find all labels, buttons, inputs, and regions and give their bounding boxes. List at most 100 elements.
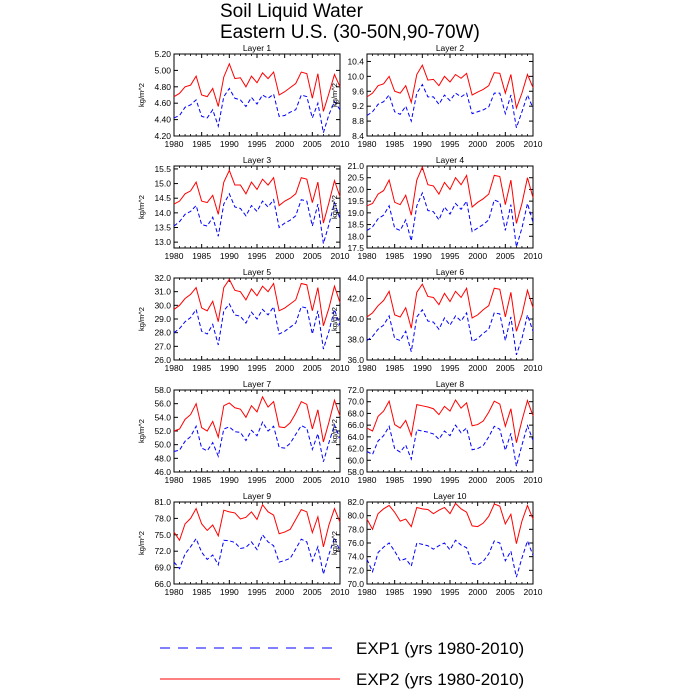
y-tick-label: 72.0 [154,546,171,556]
y-tick-label: 10.0 [347,71,364,81]
plot-frame [173,165,341,249]
series-line-exp2 [173,395,341,443]
y-tick-label: 4.80 [154,82,171,92]
y-tick-label: 4.60 [154,98,171,108]
x-tick-label: 1980 [358,363,377,373]
panel-layer-8: Layer 8 kg/m^2 1980 1985 1990 1995 2000 2005 201… [330,379,543,485]
series-line-exp1 [366,191,534,247]
series-line-exp1 [173,192,341,244]
panel-title: Layer 5 [243,267,272,277]
y-tick-label: 70.0 [347,579,364,589]
x-tick-label: 2000 [468,139,487,149]
x-tick-label: 2005 [303,139,322,149]
y-tick-label: 13.5 [154,223,171,233]
x-tick-label: 2010 [331,587,350,597]
y-tick-label: 75.0 [154,530,171,540]
figure-title-line1: Soil Liquid Water [220,1,364,22]
series-line-exp2 [173,169,341,224]
y-axis-label: kg/m^2 [137,419,146,443]
x-tick-label: 1985 [385,139,404,149]
y-tick-label: 70.0 [347,397,364,407]
x-tick-label: 1980 [358,475,377,485]
x-tick-label: 2010 [331,475,350,485]
y-tick-label: 74.0 [347,552,364,562]
y-tick-label: 26.0 [154,355,171,365]
panel-layer-10: Layer 10 kg/m^2 1980 1985 1990 1995 2000 2005 20… [330,491,543,597]
panel-title: Layer 4 [436,155,465,165]
y-axis-label: kg/m^2 [137,195,146,219]
y-tick-label: 27.0 [154,341,171,351]
x-tick-label: 1985 [385,475,404,485]
y-axis-label: kg/m^2 [137,83,146,107]
y-tick-label: 8.8 [352,116,364,126]
series-line-exp2 [173,503,341,547]
figure-title-line2: Eastern U.S. (30-50N,90-70W) [220,22,480,43]
x-tick-label: 1985 [192,475,211,485]
x-tick-label: 2010 [524,587,543,597]
panel-layer-5: Layer 5 kg/m^2 1980 1985 1990 1995 2000 2005 201… [137,267,350,373]
x-tick-label: 2005 [496,363,515,373]
y-tick-label: 29.0 [154,314,171,324]
y-tick-label: 76.0 [347,538,364,548]
series-line-exp1 [366,83,534,128]
panel-title: Layer 6 [436,267,465,277]
x-tick-label: 1985 [192,587,211,597]
series-line-exp1 [173,303,341,350]
x-tick-label: 2000 [468,587,487,597]
x-tick-label: 1985 [385,251,404,261]
y-tick-label: 5.00 [154,65,171,75]
x-tick-label: 1990 [220,363,239,373]
x-tick-label: 2005 [496,475,515,485]
legend: EXP1 (yrs 1980-2010) EXP2 (yrs 1980-2010… [160,639,524,689]
panel-layer-2: Layer 2 kg/m^2 1980 1985 1990 1995 2000 2005 201… [330,43,543,149]
y-tick-label: 13.0 [154,237,171,247]
x-tick-label: 1990 [413,139,432,149]
y-tick-label: 69.0 [154,563,171,573]
x-tick-label: 2000 [275,363,294,373]
y-tick-label: 78.0 [347,524,364,534]
y-tick-label: 20.0 [347,184,364,194]
y-tick-label: 19.0 [347,208,364,218]
x-tick-label: 2010 [331,139,350,149]
x-tick-label: 1990 [413,587,432,597]
y-tick-label: 66.0 [347,420,364,430]
series-line-exp1 [366,424,534,467]
x-tick-label: 1980 [165,363,184,373]
y-tick-label: 18.0 [347,231,364,241]
x-tick-label: 1995 [441,139,460,149]
y-tick-label: 42.0 [347,294,364,304]
y-axis-label: kg/m^2 [330,83,339,107]
series-line-exp2 [366,502,534,544]
series-line-exp2 [366,398,534,443]
x-tick-label: 1985 [192,139,211,149]
y-tick-label: 10.4 [347,56,364,66]
x-tick-label: 1980 [165,587,184,597]
y-tick-label: 31.0 [154,287,171,297]
x-tick-label: 1995 [248,363,267,373]
x-tick-label: 1985 [192,363,211,373]
y-axis-label: kg/m^2 [330,419,339,443]
y-tick-label: 46.0 [154,467,171,477]
y-tick-label: 4.40 [154,115,171,125]
x-tick-label: 2000 [468,475,487,485]
x-tick-label: 1995 [248,587,267,597]
x-tick-label: 1980 [165,251,184,261]
legend-exp2-label: EXP2 (yrs 1980-2010) [356,670,524,689]
y-tick-label: 44.0 [347,273,364,283]
x-tick-label: 1995 [441,363,460,373]
y-tick-label: 14.5 [154,193,171,203]
x-tick-label: 2000 [275,475,294,485]
x-tick-label: 2000 [275,139,294,149]
y-tick-label: 32.0 [154,273,171,283]
y-tick-label: 20.5 [347,173,364,183]
x-tick-label: 1985 [192,251,211,261]
x-tick-label: 2000 [468,251,487,261]
x-tick-label: 1995 [248,251,267,261]
x-tick-label: 1990 [413,251,432,261]
x-tick-label: 1980 [165,139,184,149]
x-tick-label: 1980 [358,587,377,597]
x-tick-label: 1995 [248,139,267,149]
x-tick-label: 2000 [468,363,487,373]
x-tick-label: 1990 [220,475,239,485]
y-axis-label: kg/m^2 [137,307,146,331]
